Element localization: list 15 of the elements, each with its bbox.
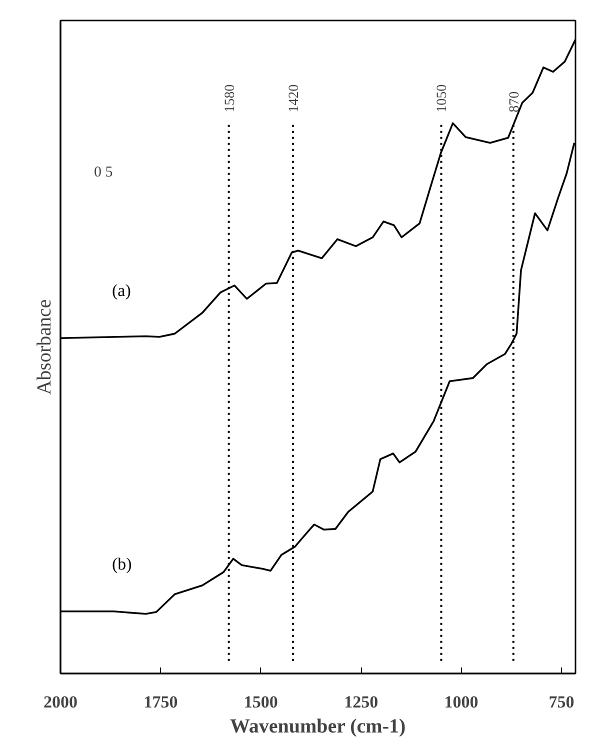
x-tick-label: 1000 [444,692,478,712]
x-tick-label: 2000 [44,692,78,712]
text: (a) [112,281,131,300]
ref-line-label: 1580 [222,84,238,112]
y-axis-title: Absorbance [34,299,56,395]
text: (b) [112,554,132,574]
ref-line-label: 870 [507,91,522,112]
x-tick-label: 750 [548,692,574,712]
x-tick-label: 1750 [144,692,178,712]
ref-line-label: 1050 [435,84,450,112]
ref-line-label: 1420 [286,84,302,112]
x-axis-title: Wavenumber (cm-1) [230,716,406,738]
x-tick-label: 1500 [244,692,278,712]
x-tick-label: 1250 [344,692,378,712]
annotation: 0 5 [94,164,113,181]
